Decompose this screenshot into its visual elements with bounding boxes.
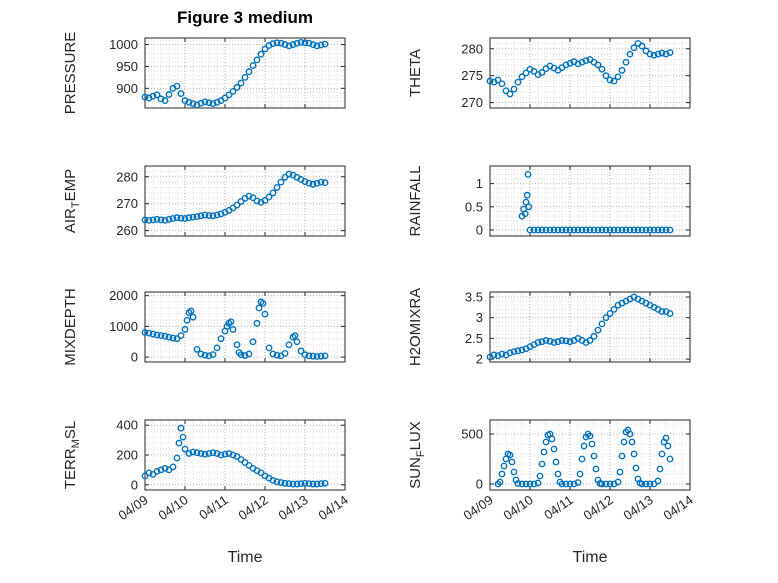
subplot-sun-flux: 0 500 04/09 04/10 04/11 04/12 04/13 04/14 SUNFLU… xyxy=(407,419,696,523)
data-points xyxy=(486,293,674,361)
y-tick-labels: 0 200 400 xyxy=(116,418,138,493)
svg-text:1000: 1000 xyxy=(109,37,138,52)
svg-text:950: 950 xyxy=(116,59,138,74)
major-grid xyxy=(144,292,346,362)
svg-text:1000: 1000 xyxy=(109,319,138,334)
axes-box xyxy=(489,291,691,363)
data-points xyxy=(141,170,329,224)
svg-text:270: 270 xyxy=(116,196,138,211)
svg-text:04/12: 04/12 xyxy=(235,492,270,523)
svg-text:1: 1 xyxy=(476,176,483,191)
svg-text:280: 280 xyxy=(116,169,138,184)
y-tick-labels: 0 500 xyxy=(461,427,483,492)
tick-marks xyxy=(144,38,346,108)
svg-text:0.5: 0.5 xyxy=(465,199,483,214)
svg-text:04/10: 04/10 xyxy=(500,492,535,523)
svg-text:275: 275 xyxy=(461,68,483,83)
svg-text:04/14: 04/14 xyxy=(315,492,350,523)
svg-text:04/11: 04/11 xyxy=(541,492,575,522)
svg-text:0: 0 xyxy=(131,477,138,492)
y-axis-label: AIRTEMP xyxy=(62,169,82,233)
axes-box xyxy=(144,291,346,363)
tick-marks xyxy=(489,292,691,362)
subplot-h2omixra: 2 2.5 3 3.5 H2OMIXRA xyxy=(407,288,691,367)
y-tick-labels: 260 270 280 xyxy=(116,169,138,238)
tick-marks xyxy=(489,38,691,108)
figure-title: Figure 3 medium xyxy=(176,8,314,27)
tick-marks xyxy=(144,292,346,362)
svg-text:04/09: 04/09 xyxy=(460,492,495,523)
axes-box xyxy=(489,165,691,237)
svg-text:0: 0 xyxy=(476,222,483,237)
y-axis-label: TERRMSL xyxy=(62,421,82,489)
y-axis-label: RAINFALL xyxy=(407,166,424,237)
svg-text:04/11: 04/11 xyxy=(196,492,230,522)
y-axis-label: THETA xyxy=(407,49,424,97)
svg-text:2.5: 2.5 xyxy=(465,331,483,346)
svg-text:2000: 2000 xyxy=(109,288,138,303)
data-points xyxy=(141,298,329,360)
data-points xyxy=(494,426,674,488)
y-axis-label: H2OMIXRA xyxy=(407,288,424,366)
svg-text:04/13: 04/13 xyxy=(620,492,655,523)
axes-box xyxy=(144,37,346,109)
svg-text:270: 270 xyxy=(461,95,483,110)
subplot-terr-msl: 0 200 400 04/09 04/10 04/11 04/12 04/13 04/14 TER… xyxy=(62,418,351,523)
subplot-pressure: 900 950 1000 PRESSURE xyxy=(62,32,346,115)
svg-text:04/10: 04/10 xyxy=(155,492,190,523)
svg-text:04/13: 04/13 xyxy=(275,492,310,523)
svg-text:04/14: 04/14 xyxy=(660,492,695,523)
y-axis-label: SUNFLUX xyxy=(407,421,427,489)
svg-text:04/12: 04/12 xyxy=(580,492,615,523)
minor-grid xyxy=(490,420,690,490)
svg-text:900: 900 xyxy=(116,81,138,96)
svg-text:400: 400 xyxy=(116,418,138,433)
axes-box xyxy=(489,37,691,109)
data-points xyxy=(141,38,329,109)
x-tick-labels: 04/09 04/10 04/11 04/12 04/13 04/14 xyxy=(115,492,350,523)
svg-text:3.5: 3.5 xyxy=(465,289,483,304)
tick-marks xyxy=(144,166,346,236)
data-points xyxy=(141,424,329,488)
tick-marks xyxy=(144,420,346,490)
svg-text:260: 260 xyxy=(116,223,138,238)
major-grid xyxy=(144,420,346,490)
axes-box xyxy=(489,419,691,491)
axes-box xyxy=(144,165,346,237)
data-points xyxy=(518,170,674,234)
y-tick-labels: 270 275 280 xyxy=(461,41,483,110)
minor-grid xyxy=(145,292,345,362)
major-grid xyxy=(144,166,346,236)
svg-text:04/09: 04/09 xyxy=(115,492,150,523)
y-tick-labels: 900 950 1000 xyxy=(109,37,138,96)
svg-text:200: 200 xyxy=(116,448,138,463)
y-tick-labels: 0 1000 2000 xyxy=(109,288,138,364)
svg-text:2: 2 xyxy=(476,352,483,367)
x-axis-label-left: Time xyxy=(227,549,263,566)
major-grid xyxy=(489,38,691,108)
svg-text:3: 3 xyxy=(476,310,483,325)
subplot-mixdepth: 0 1000 2000 MIXDEPTH xyxy=(62,288,346,366)
x-tick-labels: 04/09 04/10 04/11 04/12 04/13 04/14 xyxy=(460,492,695,523)
y-tick-labels: 00.51 xyxy=(465,176,483,237)
data-points xyxy=(486,39,674,98)
y-axis-label: PRESSURE xyxy=(62,32,79,115)
x-axis-label-right: Time xyxy=(572,549,608,566)
y-tick-labels: 2 2.5 3 3.5 xyxy=(465,289,483,366)
svg-text:0: 0 xyxy=(476,477,483,492)
subplot-air-temp: 260 270 280 AIRTEMP xyxy=(62,165,346,238)
y-axis-label: MIXDEPTH xyxy=(62,288,79,366)
minor-grid xyxy=(490,166,690,236)
svg-text:500: 500 xyxy=(461,427,483,442)
svg-text:0: 0 xyxy=(131,350,138,365)
svg-text:280: 280 xyxy=(461,41,483,56)
subplot-theta: 270 275 280 THETA xyxy=(407,37,691,110)
